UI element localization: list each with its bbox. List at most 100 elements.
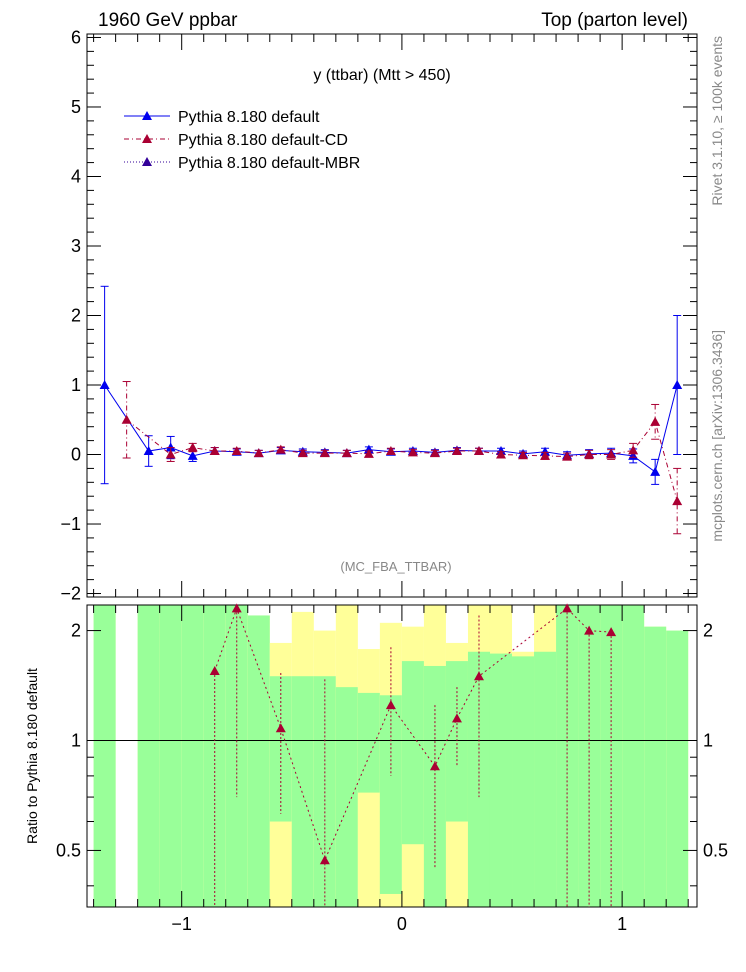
data-point xyxy=(297,448,308,458)
legend-label: Pythia 8.180 default-MBR xyxy=(178,155,360,172)
ratio-y-tick-label: 0.5 xyxy=(56,840,81,860)
ratio-band-inner xyxy=(335,687,358,907)
data-point xyxy=(341,448,352,458)
ratio-band-inner xyxy=(225,605,248,907)
y-tick-label: −2 xyxy=(60,584,81,604)
ratio-band-inner xyxy=(379,695,402,907)
ratio-band-inner xyxy=(666,630,689,907)
data-point xyxy=(319,448,330,458)
data-point xyxy=(363,448,374,458)
ratio-point xyxy=(209,666,220,676)
y-tick-label: 1 xyxy=(71,375,81,395)
ratio-point xyxy=(429,761,440,771)
ratio-band-inner xyxy=(600,605,623,907)
ratio-ylabel: Ratio to Pythia 8.180 default xyxy=(24,668,40,844)
y-tick-label: 5 xyxy=(71,97,81,117)
legend-marker xyxy=(142,134,152,143)
chart-title: y (ttbar) (Mtt > 450) xyxy=(313,67,450,84)
data-point xyxy=(407,447,418,457)
data-point xyxy=(518,450,529,460)
mcplots-label: mcplots.cern.ch [arXiv:1306.3436] xyxy=(709,330,725,542)
ratio-y-tick-label: 2 xyxy=(71,621,81,641)
ratio-point xyxy=(275,723,286,733)
ratio-band-inner xyxy=(534,651,557,907)
data-point xyxy=(672,496,683,506)
analysis-watermark: (MC_FBA_TTBAR) xyxy=(340,559,451,574)
data-point xyxy=(650,466,661,476)
data-point xyxy=(451,446,462,456)
ratio-point xyxy=(385,700,396,710)
ratio-band-inner xyxy=(467,651,490,907)
ratio-band-inner xyxy=(644,626,667,907)
legend-marker xyxy=(142,111,152,120)
ratio-band-inner xyxy=(159,605,182,907)
data-point xyxy=(231,446,242,456)
y-tick-label: −1 xyxy=(60,514,81,534)
data-point xyxy=(121,414,132,424)
data-point xyxy=(496,449,507,459)
data-point xyxy=(672,380,683,390)
ratio-band-lowgap xyxy=(401,844,424,907)
data-point xyxy=(385,446,396,456)
ratio-point xyxy=(451,713,462,723)
ratio-point xyxy=(319,855,330,865)
data-point xyxy=(165,449,176,459)
data-point xyxy=(628,445,639,455)
ratio-band-inner xyxy=(489,653,513,907)
x-tick-label: 0 xyxy=(397,914,407,934)
ratio-y-tick-label-right: 2 xyxy=(703,621,713,641)
data-point xyxy=(540,450,551,460)
data-point xyxy=(99,380,110,390)
ratio-band-inner xyxy=(247,615,270,907)
y-tick-label: 6 xyxy=(71,27,81,47)
ratio-series-line xyxy=(214,606,612,862)
ratio-band-lowgap xyxy=(269,821,292,907)
data-point xyxy=(253,448,264,458)
header-right: Top (parton level) xyxy=(541,10,688,31)
ratio-band-inner xyxy=(291,676,314,907)
data-point xyxy=(143,446,154,456)
rivet-label: Rivet 3.1.10, ≥ 100k events xyxy=(709,36,725,206)
data-point xyxy=(429,448,440,458)
data-point xyxy=(584,449,595,459)
y-tick-label: 2 xyxy=(71,306,81,326)
data-point xyxy=(562,451,573,461)
ratio-band-inner xyxy=(556,605,579,907)
legend-label: Pythia 8.180 default xyxy=(178,109,320,126)
ratio-point xyxy=(584,625,595,635)
legend: Pythia 8.180 default Pythia 8.180 default… xyxy=(124,109,360,172)
data-point xyxy=(187,442,198,452)
series-line xyxy=(126,419,678,502)
ratio-point xyxy=(562,603,573,613)
ratio-point xyxy=(473,671,484,681)
data-point xyxy=(606,449,617,459)
data-point xyxy=(473,446,484,456)
legend-marker xyxy=(142,157,152,166)
data-marks xyxy=(99,285,683,907)
y-tick-label: 0 xyxy=(71,445,81,465)
data-point xyxy=(650,416,661,426)
ratio-band-inner xyxy=(93,605,116,907)
data-point xyxy=(187,450,198,460)
ratio-plot-area: −1 0 1 0.5 0.5 1 1 2 2 xyxy=(56,604,728,934)
ratio-frame-border xyxy=(86,604,698,908)
data-point xyxy=(275,444,286,454)
x-tick-label: 1 xyxy=(617,914,627,934)
ratio-band-inner xyxy=(137,605,160,907)
y-tick-label: 4 xyxy=(71,166,81,186)
ratio-band-inner xyxy=(622,605,645,907)
header-left: 1960 GeV ppbar xyxy=(98,10,238,31)
main-plot-area: −2 −1 0 1 2 3 4 5 6 xyxy=(60,27,698,604)
ratio-band-lowgap xyxy=(445,821,468,907)
ratio-band-inner xyxy=(512,656,535,907)
ratio-band-inner xyxy=(181,605,204,907)
ratio-band-lowgap xyxy=(379,893,402,907)
ratio-band-lowgap xyxy=(357,792,380,907)
data-point xyxy=(209,446,220,456)
ratio-y-tick-label-right: 0.5 xyxy=(703,840,728,860)
legend-label: Pythia 8.180 default-CD xyxy=(178,132,348,149)
ratio-y-tick-label-right: 1 xyxy=(703,731,713,751)
y-tick-label: 3 xyxy=(71,236,81,256)
ratio-y-tick-label: 1 xyxy=(71,731,81,751)
